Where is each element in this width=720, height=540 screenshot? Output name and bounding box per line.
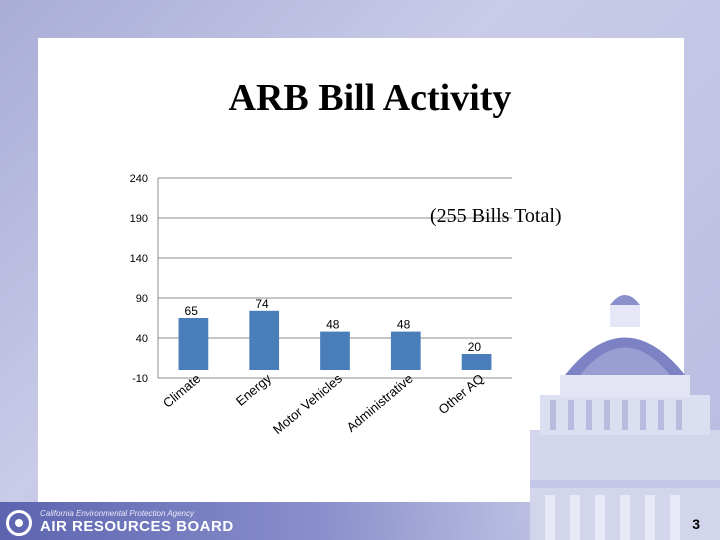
x-tick-label: Administrative	[344, 371, 416, 435]
data-label: 48	[326, 318, 340, 332]
y-tick-label: 140	[130, 253, 148, 265]
data-label: 65	[185, 304, 199, 318]
data-label: 20	[468, 340, 482, 354]
footer-bar: California Environmental Protection Agen…	[0, 502, 720, 540]
bar-other-aq	[461, 354, 492, 370]
bar-motor-vehicles	[320, 331, 350, 370]
x-tick-label: Motor Vehicles	[270, 370, 345, 437]
y-tick-label: 190	[130, 213, 148, 225]
slide-title: ARB Bill Activity	[228, 77, 512, 119]
x-tick-label: Energy	[233, 370, 275, 408]
bar-administrative	[390, 331, 421, 370]
y-tick-label: 90	[136, 293, 148, 305]
data-label: 48	[397, 318, 411, 332]
y-tick-label: -10	[132, 373, 148, 385]
data-label: 74	[255, 297, 269, 311]
arb-logo-icon	[6, 510, 32, 536]
chart-subtitle: (255 Bills Total)	[430, 205, 562, 227]
y-tick-label: 240	[130, 173, 148, 185]
y-tick-label: 40	[136, 333, 148, 345]
agency-name: California Environmental Protection Agen…	[40, 509, 195, 518]
board-name: AIR RESOURCES BOARD	[40, 518, 234, 535]
x-tick-label: Climate	[160, 371, 203, 411]
bar-energy	[249, 310, 280, 370]
bar-climate	[178, 318, 209, 370]
chart-bars	[178, 310, 492, 370]
page-number: 3	[692, 516, 700, 532]
